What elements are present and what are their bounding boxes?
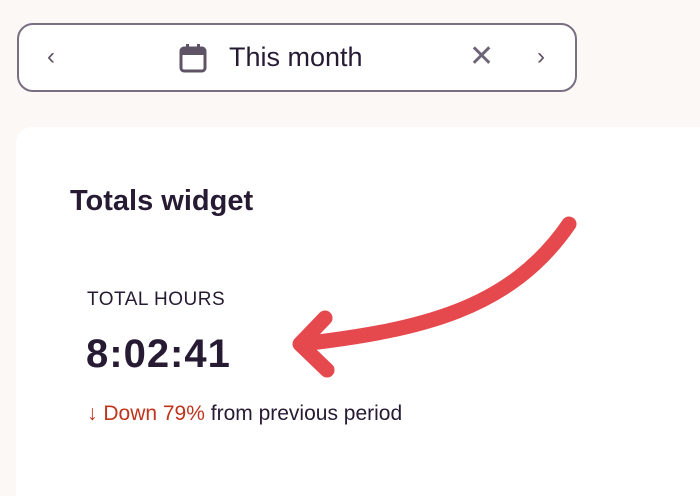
totals-widget-card: Totals widget TOTAL HOURS 8:02:41 ↓ Down…	[16, 127, 700, 496]
date-range-picker[interactable]: ‹ This month ✕ ›	[17, 23, 577, 92]
close-icon[interactable]: ✕	[469, 40, 495, 73]
widget-title: Totals widget	[70, 185, 254, 217]
date-range-label: This month	[229, 42, 363, 72]
calendar-icon	[179, 44, 207, 73]
change-indicator: ↓ Down 79% from previous period	[87, 402, 402, 426]
chevron-left-icon[interactable]: ‹	[47, 43, 55, 70]
chevron-right-icon[interactable]: ›	[537, 43, 545, 70]
change-text: Down 79%	[103, 402, 205, 425]
arrow-down-icon: ↓	[87, 402, 98, 425]
metric-label: TOTAL HOURS	[87, 289, 226, 310]
metric-value: 8:02:41	[86, 332, 231, 376]
change-suffix: from previous period	[210, 402, 403, 425]
